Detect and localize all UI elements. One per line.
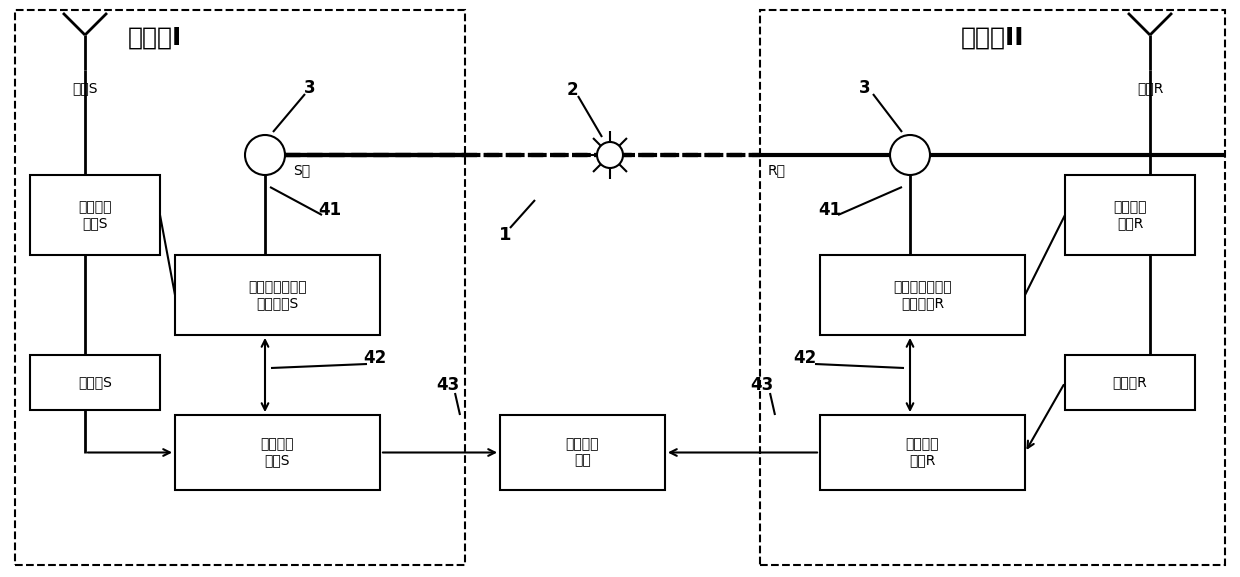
Text: S端: S端	[293, 163, 310, 177]
Text: 42: 42	[794, 349, 817, 367]
Text: 交换机S: 交换机S	[78, 376, 112, 389]
Bar	[820, 255, 1025, 335]
Bar	[30, 355, 160, 410]
Text: 43: 43	[436, 376, 460, 394]
Bar	[15, 10, 465, 565]
Circle shape	[890, 135, 930, 175]
Bar	[500, 415, 665, 490]
Text: 光学电流互感器
采集单元R: 光学电流互感器 采集单元R	[893, 280, 952, 310]
Bar	[1065, 175, 1195, 255]
Text: 光学电流互感器
采集单元S: 光学电流互感器 采集单元S	[248, 280, 306, 310]
Circle shape	[596, 142, 622, 168]
Text: 天线R: 天线R	[1137, 81, 1163, 95]
Circle shape	[246, 135, 285, 175]
Text: 行波测距
装置S: 行波测距 装置S	[260, 437, 294, 467]
Text: 变电站I: 变电站I	[128, 26, 182, 50]
Bar	[30, 175, 160, 255]
Text: R端: R端	[768, 163, 786, 177]
Text: 43: 43	[750, 376, 774, 394]
Text: 交换机R: 交换机R	[1112, 376, 1147, 389]
Text: 2: 2	[567, 81, 578, 99]
Bar	[175, 255, 379, 335]
Text: 数据处理
主站: 数据处理 主站	[565, 437, 599, 467]
Text: 41: 41	[319, 201, 341, 219]
Bar	[820, 415, 1025, 490]
Text: 42: 42	[363, 349, 387, 367]
Bar	[1065, 355, 1195, 410]
Text: 3: 3	[859, 79, 870, 97]
Text: 41: 41	[818, 201, 842, 219]
Text: 时钟采集
装置R: 时钟采集 装置R	[1114, 200, 1147, 230]
Bar	[760, 10, 1225, 565]
Text: 1: 1	[498, 226, 511, 244]
Text: 3: 3	[304, 79, 316, 97]
Bar	[175, 415, 379, 490]
Text: 变电站II: 变电站II	[961, 26, 1024, 50]
Text: 天线S: 天线S	[72, 81, 98, 95]
Text: 行波测距
装置R: 行波测距 装置R	[905, 437, 939, 467]
Text: 时钟采集
装置S: 时钟采集 装置S	[78, 200, 112, 230]
